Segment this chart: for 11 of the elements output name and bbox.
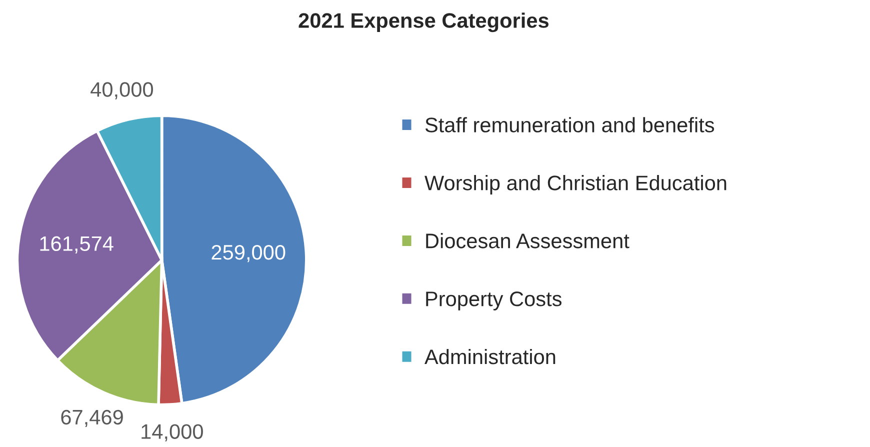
legend-label: Staff remuneration and benefits [425,117,714,132]
data-label: 67,469 [61,410,123,428]
data-label: 259,000 [212,244,286,262]
legend-label: Property Costs [426,292,562,310]
data-label: 40,000 [90,82,154,100]
data-label: 14,000 [142,424,203,442]
legend-label: Worship and Christian Education [424,175,726,194]
legend-label: Administration [424,348,556,364]
data-label: 161,574 [40,236,114,254]
chart-title: 2021 Expense Categories [298,12,548,32]
legend-label: Diocesan Assessment [426,233,630,248]
